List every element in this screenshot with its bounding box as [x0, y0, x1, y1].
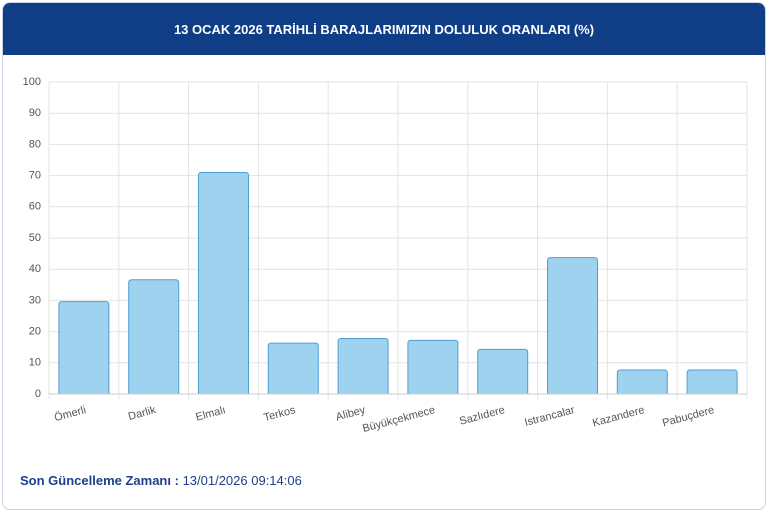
bar: [128, 279, 180, 395]
chart: 0 10 20 30 40 50 60 70 80 90 100 Ömerli Darlik Elmalı…: [23, 76, 748, 435]
x-tick-label: Büyükçekmece: [361, 404, 436, 435]
y-tick-label: 30: [29, 294, 41, 306]
x-tick-label: Darlik: [127, 404, 158, 423]
bar: [267, 342, 319, 395]
y-tick-label: 90: [29, 107, 41, 119]
bar: [547, 257, 598, 395]
bar: [477, 348, 529, 395]
x-tick-label: Elmalı: [194, 404, 227, 424]
footer-label: Son Güncelleme Zamanı :: [20, 473, 179, 488]
x-tick-label: Sazlıdere: [458, 404, 506, 428]
bar: [337, 337, 389, 395]
y-tick-label: 100: [23, 76, 41, 88]
y-tick-label: 70: [29, 170, 41, 182]
header-title: 13 OCAK 2026 TARİHLİ BARAJLARIMIZIN DOLU…: [3, 3, 765, 55]
footer-value: 13/01/2026 09:14:06: [182, 473, 302, 488]
bar: [58, 301, 110, 395]
bar: [686, 369, 738, 395]
y-tick-label: 50: [29, 232, 41, 244]
x-tick-label: Terkos: [262, 404, 297, 424]
bar: [407, 339, 459, 395]
x-tick-label: Kazandere: [591, 404, 646, 429]
x-tick-label: Ömerli: [53, 404, 87, 424]
card: 13 OCAK 2026 TARİHLİ BARAJLARIMIZIN DOLU…: [2, 2, 766, 510]
x-tick-label: Pabuçdere: [661, 404, 716, 429]
x-tick-label: Alibey: [335, 404, 368, 423]
x-tick-label: Istrancalar: [523, 404, 576, 429]
bar: [198, 171, 249, 395]
y-tick-label: 20: [29, 326, 41, 338]
footer: Son Güncelleme Zamanı : 13/01/2026 09:14…: [20, 473, 302, 488]
y-tick-label: 80: [29, 138, 41, 150]
y-tick-label: 0: [35, 388, 41, 400]
y-tick-label: 60: [29, 201, 41, 213]
y-tick-label: 10: [29, 357, 41, 369]
bar: [616, 369, 668, 395]
y-tick-label: 40: [29, 263, 41, 275]
